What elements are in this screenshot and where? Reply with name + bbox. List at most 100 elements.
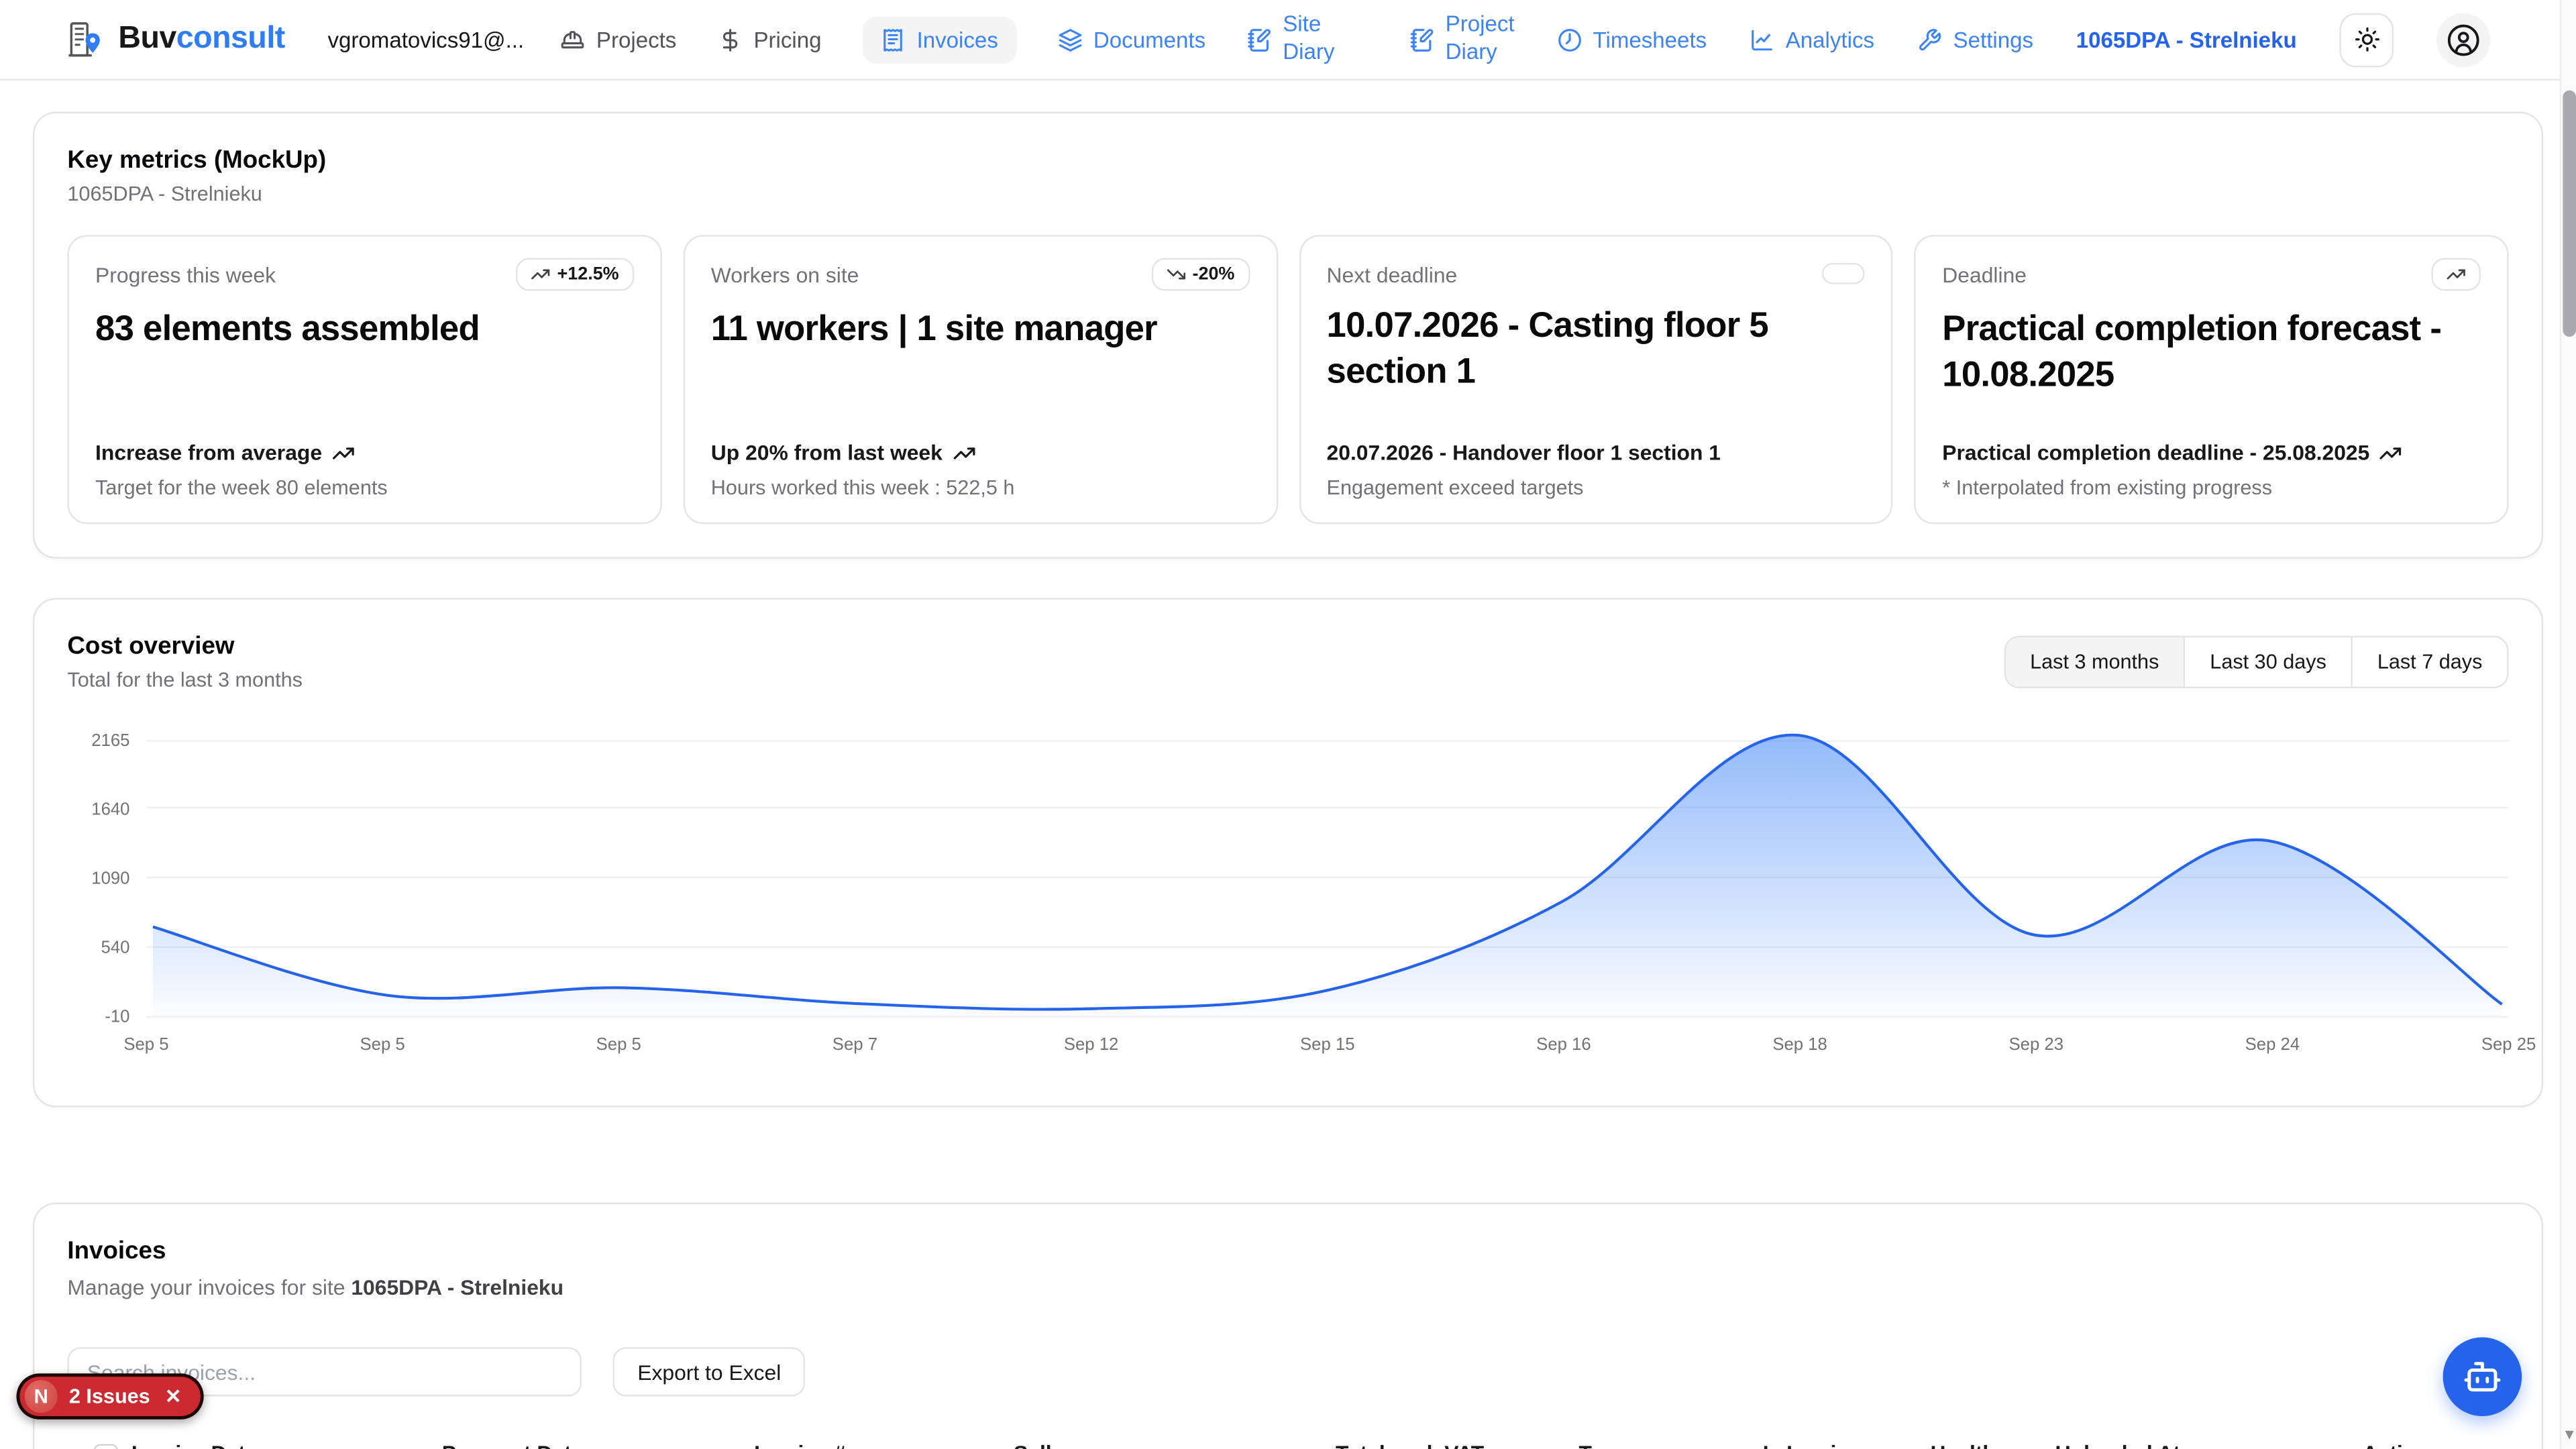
metric-trend-line: Increase from average bbox=[95, 440, 634, 465]
nav-item-project-diary[interactable]: Project Diary bbox=[1409, 11, 1531, 67]
user-menu-button[interactable] bbox=[2436, 12, 2491, 67]
cost-area-chart: 2165 1640 1090 540 -10 bbox=[67, 728, 2509, 1027]
invoices-subtitle: Manage your invoices for site 1065DPA - … bbox=[67, 1275, 564, 1300]
nav-label: Timesheets bbox=[1593, 27, 1707, 52]
metric-label: Next deadline bbox=[1326, 262, 1458, 288]
key-metrics-subtitle: 1065DPA - Strelnieku bbox=[67, 182, 262, 206]
nav-label: Analytics bbox=[1785, 27, 1875, 52]
trending-down-icon bbox=[1167, 269, 1185, 280]
range-button-last-3-months[interactable]: Last 3 months bbox=[2005, 637, 2184, 687]
x-tick-label: Sep 5 bbox=[360, 1034, 405, 1055]
metric-caption: Engagement exceed targets bbox=[1326, 476, 1584, 500]
cost-overview-subtitle: Total for the last 3 months bbox=[67, 668, 303, 692]
metric-trend-line: Practical completion deadline - 25.08.20… bbox=[1942, 440, 2481, 465]
close-icon[interactable]: ✕ bbox=[164, 1385, 182, 1408]
nav-item-documents[interactable]: Documents bbox=[1057, 27, 1205, 52]
nav-label: Invoices bbox=[916, 27, 998, 52]
trending-up-icon bbox=[531, 269, 550, 280]
account-email: vgromatovics91@... bbox=[327, 27, 525, 52]
key-metrics-title: Key metrics (MockUp) bbox=[67, 146, 327, 174]
column-header-is-invoice: Is Invoice bbox=[1763, 1441, 1860, 1449]
nav-item-timesheets[interactable]: Timesheets bbox=[1557, 27, 1707, 52]
x-tick-label: Sep 15 bbox=[1300, 1034, 1355, 1055]
nav-label: Projects bbox=[596, 27, 677, 52]
scrollbar-down-arrow[interactable]: ▼ bbox=[2562, 1426, 2576, 1443]
bot-icon bbox=[2463, 1357, 2502, 1397]
trending-up-icon bbox=[333, 446, 354, 459]
brand-name: Buvconsult bbox=[118, 21, 285, 56]
trending-up-icon bbox=[2447, 269, 2465, 280]
metric-value: 83 elements assembled bbox=[95, 309, 480, 349]
nav-item-analytics[interactable]: Analytics bbox=[1750, 27, 1874, 52]
metric-label: Progress this week bbox=[95, 262, 276, 288]
theme-toggle-button[interactable] bbox=[2339, 12, 2394, 67]
nav-item-invoices[interactable]: Invoices bbox=[862, 15, 1016, 64]
metric-trend-line: 20.07.2026 - Handover floor 1 section 1 bbox=[1326, 440, 1721, 466]
trend-badge: -20% bbox=[1151, 258, 1250, 291]
export-to-excel-button[interactable]: Export to Excel bbox=[612, 1347, 806, 1397]
nav-item-site-diary[interactable]: Site Diary bbox=[1246, 11, 1368, 67]
chart-line-icon bbox=[1750, 27, 1774, 52]
x-tick-label: Sep 16 bbox=[1536, 1034, 1591, 1055]
range-button-last-7-days[interactable]: Last 7 days bbox=[2351, 637, 2508, 687]
date-range-segmented-control: Last 3 months Last 30 days Last 7 days bbox=[2003, 635, 2509, 689]
buvconsult-logo-icon bbox=[62, 18, 105, 61]
chart-plot-area bbox=[146, 728, 2509, 1027]
dollar-icon bbox=[718, 27, 743, 52]
metric-card-progress: Progress this week +12.5% 83 elements as… bbox=[67, 235, 662, 525]
receipt-icon bbox=[881, 27, 906, 52]
x-tick-label: Sep 7 bbox=[832, 1034, 878, 1055]
trend-badge: +12.5% bbox=[516, 258, 634, 291]
cost-overview-section: Cost overview Total for the last 3 month… bbox=[32, 598, 2544, 1108]
range-button-last-30-days[interactable]: Last 30 days bbox=[2184, 637, 2351, 687]
chatbot-fab-button[interactable] bbox=[2443, 1337, 2522, 1417]
x-tick-label: Sep 25 bbox=[2481, 1034, 2536, 1055]
x-tick-label: Sep 24 bbox=[2245, 1034, 2300, 1055]
metric-card-grid: Progress this week +12.5% 83 elements as… bbox=[67, 235, 2509, 525]
sun-icon bbox=[2353, 26, 2379, 52]
invoices-section: Invoices Manage your invoices for site 1… bbox=[32, 1202, 2544, 1449]
column-header-type: Type bbox=[1578, 1441, 1627, 1449]
trending-up-icon bbox=[2380, 446, 2402, 459]
page-scrollbar[interactable]: ▼ bbox=[2559, 0, 2576, 1449]
issues-count-label: 2 Issues bbox=[68, 1385, 150, 1408]
nav-label: Settings bbox=[1953, 27, 2034, 52]
column-header-invoice-date: Invoice Date bbox=[131, 1441, 258, 1449]
invoices-table-header: Invoice Date Payment Date Invoice # Sell… bbox=[67, 1441, 2508, 1449]
column-header-health: Health bbox=[1931, 1441, 1996, 1449]
nav-label: Project Diary bbox=[1445, 11, 1515, 64]
metric-caption: Target for the week 80 elements bbox=[95, 476, 388, 500]
metric-value: Practical completion forecast - 10.08.20… bbox=[1942, 309, 2442, 395]
main-content: Key metrics (MockUp) 1065DPA - Strelniek… bbox=[0, 111, 2576, 1449]
top-navbar: Buvconsult vgromatovics91@... Projects P… bbox=[0, 0, 2576, 81]
hard-hat-icon bbox=[560, 27, 585, 52]
user-circle-icon bbox=[2447, 22, 2481, 56]
notebook-pen-icon bbox=[1246, 27, 1271, 52]
metric-card-workers: Workers on site -20% 11 workers | 1 site… bbox=[683, 235, 1278, 525]
clock-icon bbox=[1557, 27, 1582, 52]
select-all-checkbox[interactable] bbox=[93, 1444, 119, 1449]
invoices-title: Invoices bbox=[67, 1237, 166, 1265]
nav-label: Site Diary bbox=[1283, 11, 1335, 64]
nav-item-settings[interactable]: Settings bbox=[1917, 27, 2033, 52]
column-header-seller: Seller bbox=[1014, 1441, 1072, 1449]
scrollbar-thumb[interactable] bbox=[2563, 90, 2576, 337]
area-chart-svg bbox=[146, 733, 2509, 1018]
nav-label: Pricing bbox=[753, 27, 822, 52]
dev-issues-badge[interactable]: N 2 Issues ✕ bbox=[16, 1373, 205, 1419]
layers-icon bbox=[1057, 27, 1082, 52]
metric-card-deadline: Deadline Practical completion forecast -… bbox=[1914, 235, 2509, 525]
x-tick-label: Sep 5 bbox=[123, 1034, 169, 1055]
trend-badge bbox=[2431, 258, 2481, 291]
empty-pill-badge bbox=[1822, 262, 1866, 284]
nav-item-projects[interactable]: Projects bbox=[560, 27, 676, 52]
current-project-link[interactable]: 1065DPA - Strelnieku bbox=[2076, 27, 2297, 52]
brand[interactable]: Buvconsult bbox=[62, 18, 285, 61]
chart-y-axis: 2165 1640 1090 540 -10 bbox=[91, 731, 130, 1027]
metric-value: 11 workers | 1 site manager bbox=[710, 309, 1158, 349]
nextjs-logo-icon: N bbox=[24, 1380, 58, 1413]
metric-caption: Hours worked this week : 522,5 h bbox=[710, 476, 1015, 500]
nav-item-pricing[interactable]: Pricing bbox=[718, 27, 822, 52]
x-tick-label: Sep 18 bbox=[1772, 1034, 1827, 1055]
